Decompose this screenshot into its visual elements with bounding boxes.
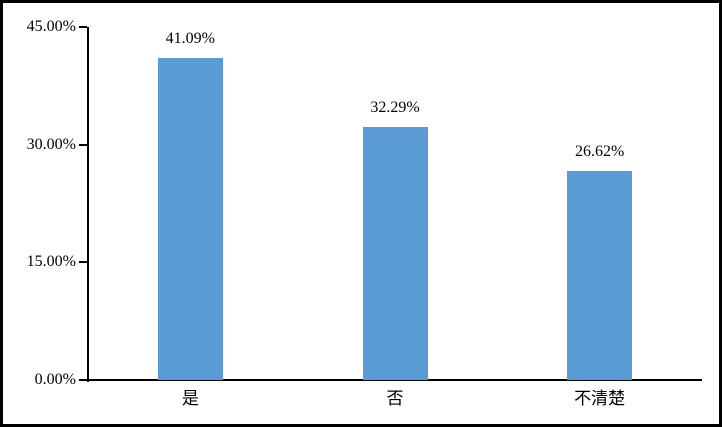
bar-data-label: 32.29% <box>370 98 420 116</box>
y-axis-tick <box>79 379 87 381</box>
x-category-label: 否 <box>386 389 404 408</box>
bar <box>362 126 428 380</box>
y-tick-label: 30.00% <box>26 135 76 153</box>
bar-data-label: 41.09% <box>165 29 215 47</box>
plot-area: 0.00% 15.00% 30.00% 45.00% 41.09% 是 32.29% 否 26.… <box>3 3 719 424</box>
y-tick-label: 15.00% <box>26 253 76 271</box>
y-tick-label: 0.00% <box>34 371 76 388</box>
y-axis-line <box>87 27 89 382</box>
y-axis-tick <box>79 261 87 264</box>
y-axis-tick <box>79 143 87 146</box>
bar-data-label: 26.62% <box>574 143 625 161</box>
bar <box>157 57 223 380</box>
bar <box>567 171 633 380</box>
y-tick-label: 45.00% <box>26 18 76 35</box>
y-axis-tick <box>79 26 87 28</box>
x-axis-line <box>87 379 702 381</box>
x-category-label: 不清楚 <box>574 389 626 408</box>
x-category-label: 是 <box>181 389 199 408</box>
